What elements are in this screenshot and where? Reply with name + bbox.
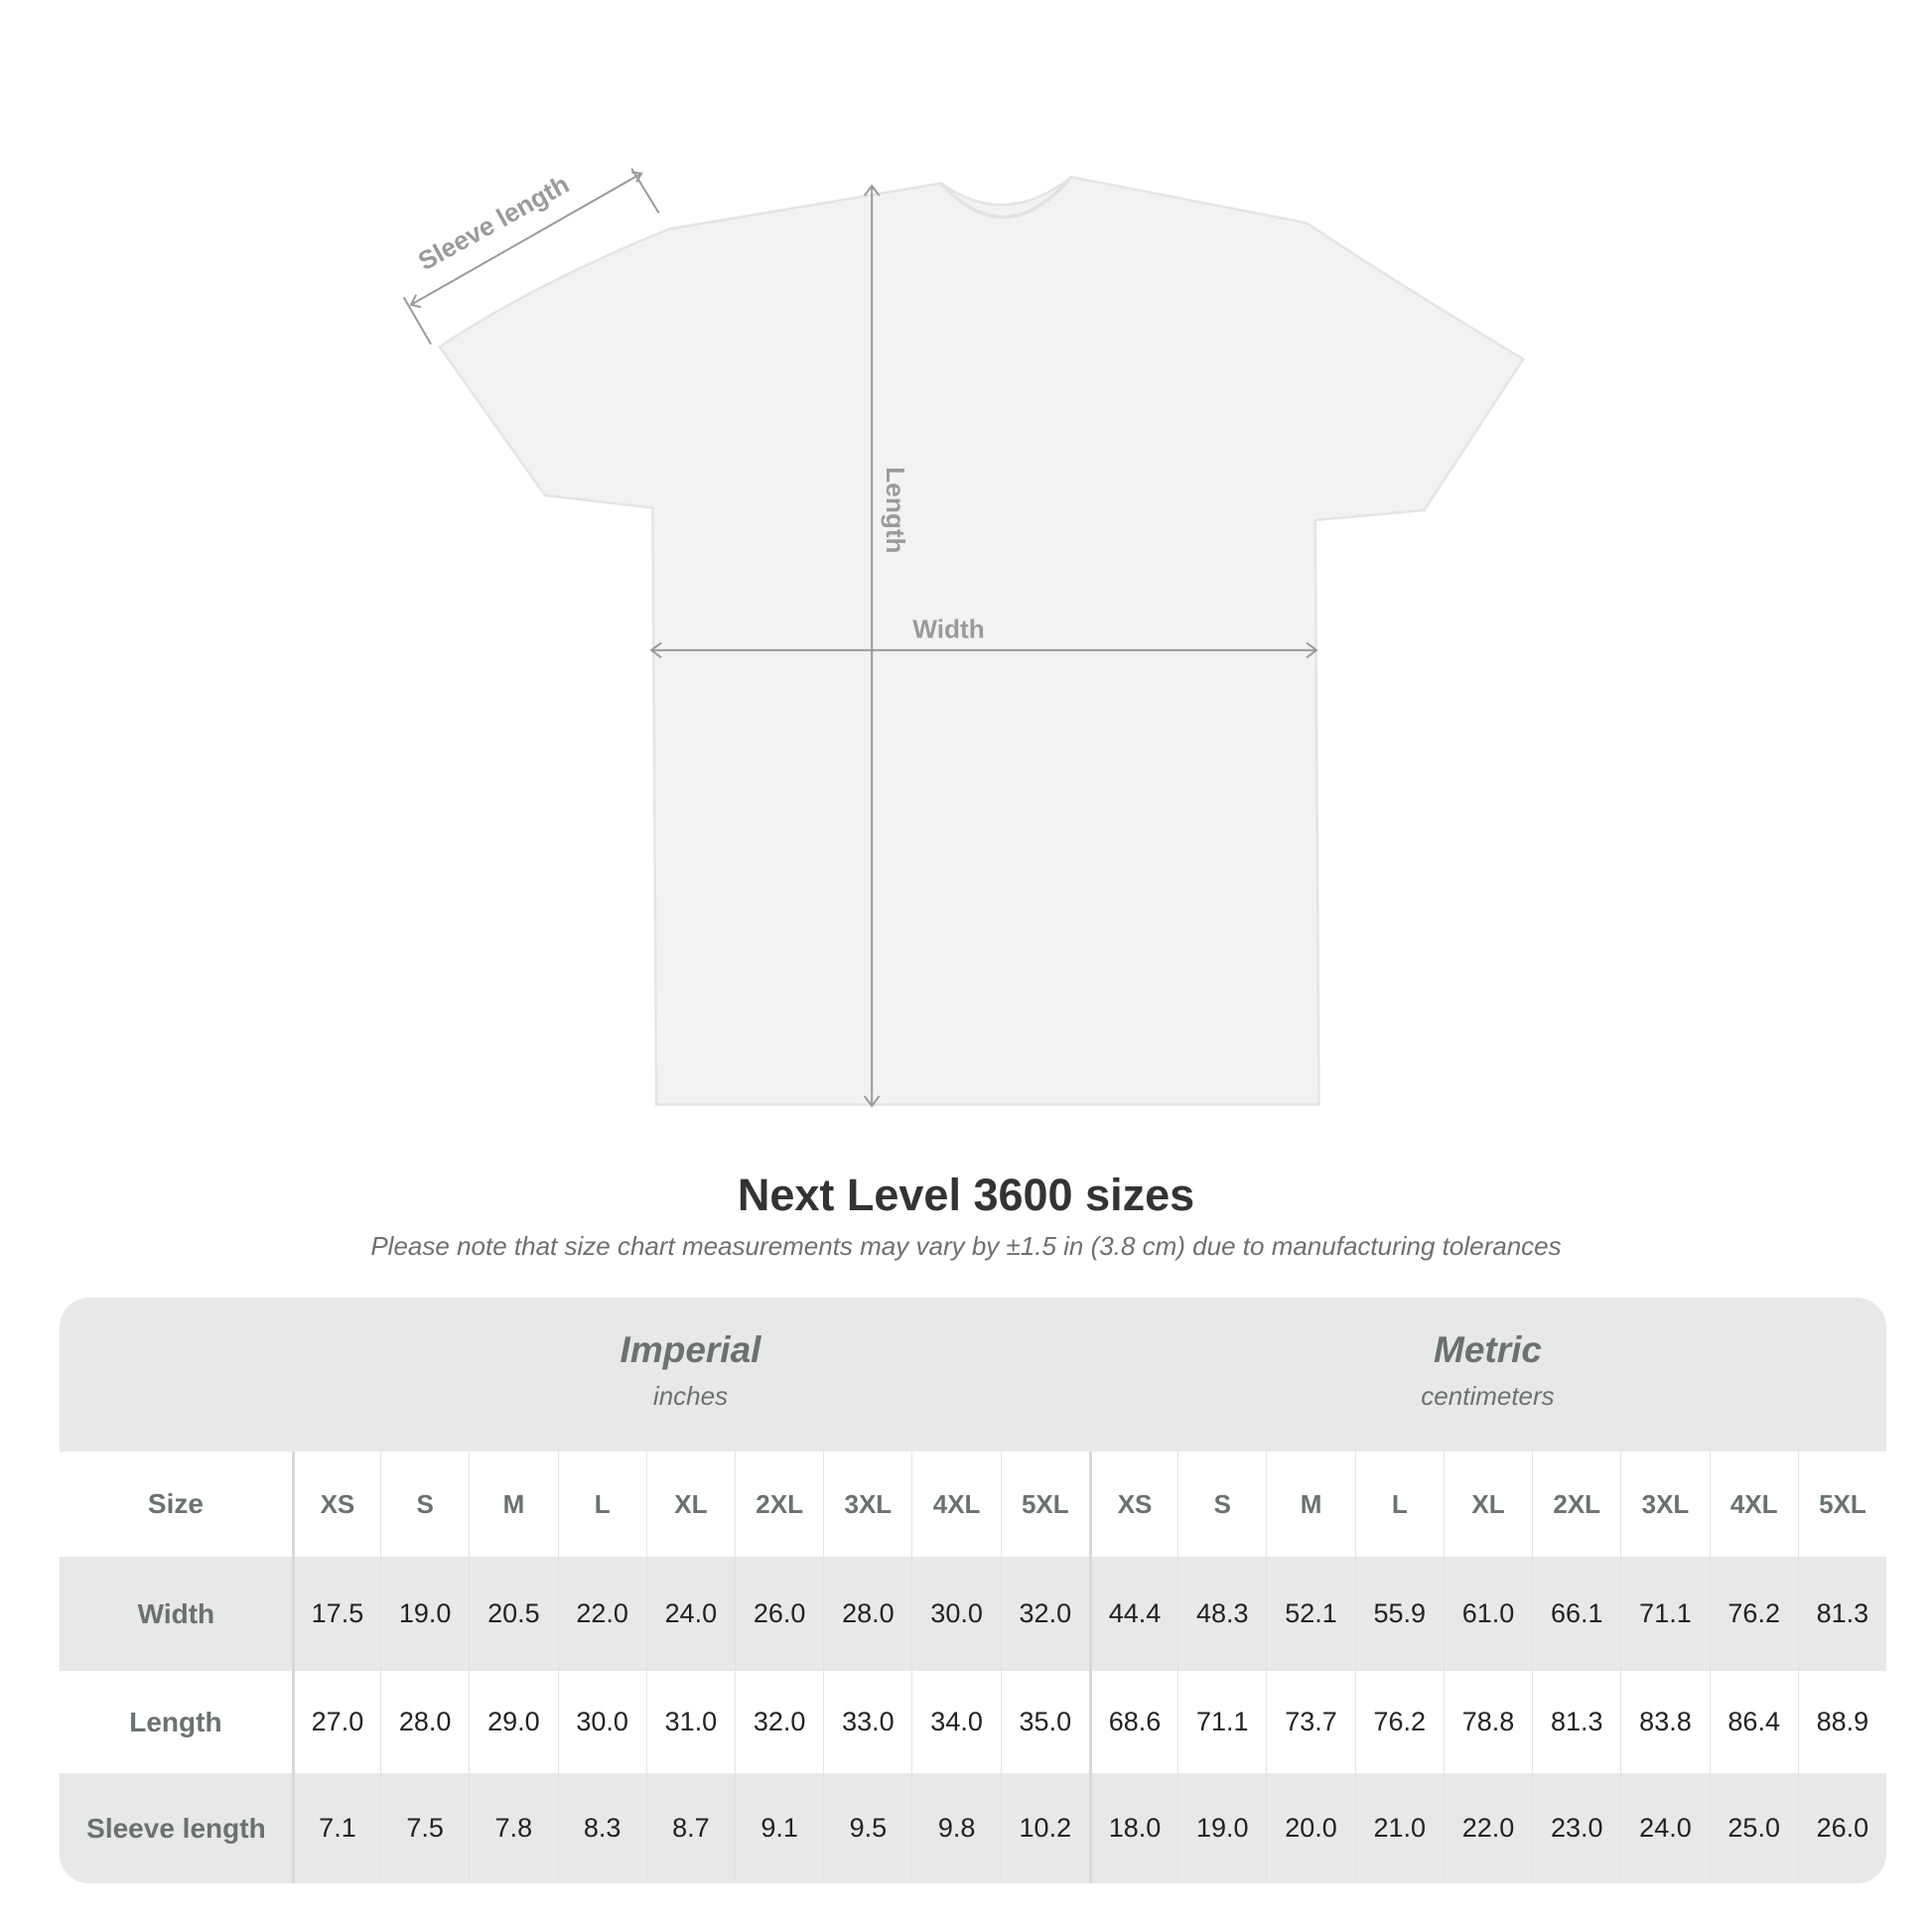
metric-value-cell: 22.0 [1443, 1773, 1532, 1883]
row-label: Length [129, 1706, 222, 1737]
imperial-value-cell: 9.1 [735, 1773, 823, 1883]
metric-size-header: S [1177, 1451, 1266, 1557]
metric-label: Metric [1434, 1329, 1542, 1370]
metric-value-cell: 78.8 [1443, 1671, 1532, 1773]
imperial-value-cell: 7.1 [291, 1773, 380, 1883]
imperial-value-cell: 33.0 [823, 1671, 911, 1773]
imperial-value-cell: 32.0 [1000, 1557, 1089, 1671]
imperial-unit: inches [652, 1381, 729, 1411]
metric-value-cell: 48.3 [1177, 1557, 1266, 1671]
metric-value-cell: 25.0 [1709, 1773, 1798, 1883]
imperial-value-cell: 24.0 [645, 1557, 735, 1671]
imperial-size-header: L [557, 1451, 646, 1557]
metric-value-cell: 76.2 [1709, 1557, 1798, 1671]
page-title: Next Level 3600 sizes [737, 1170, 1195, 1220]
metric-value-cell: 20.0 [1266, 1773, 1354, 1883]
imperial-size-header: M [469, 1451, 557, 1557]
metric-value-cell: 81.3 [1532, 1671, 1620, 1773]
imperial-value-cell: 9.5 [823, 1773, 911, 1883]
metric-value-cell: 52.1 [1266, 1557, 1354, 1671]
metric-unit: centimeters [1421, 1381, 1555, 1411]
sleeve-length-label: Sleeve length [413, 169, 574, 276]
metric-value-cell: 81.3 [1797, 1557, 1886, 1671]
imperial-value-cell: 28.0 [823, 1557, 911, 1671]
imperial-value-cell: 17.5 [291, 1557, 380, 1671]
imperial-value-cell: 7.5 [380, 1773, 469, 1883]
table-row-sleeve-length: Sleeve length 7.1 7.5 7.8 8.3 8.7 9.1 9.5 9.8 10.… [60, 1773, 1886, 1883]
imperial-size-header: XS [291, 1451, 380, 1557]
metric-value-cell: 24.0 [1620, 1773, 1709, 1883]
imperial-value-cell: 32.0 [735, 1671, 823, 1773]
metric-value-cell: 88.9 [1797, 1671, 1886, 1773]
tshirt-measurement-diagram: Sleeve length Length Width [402, 168, 1526, 1108]
metric-value-cell: 71.1 [1620, 1557, 1709, 1671]
metric-value-cell: 83.8 [1620, 1671, 1709, 1773]
imperial-label: Imperial [620, 1329, 761, 1370]
imperial-value-cell: 29.0 [469, 1671, 557, 1773]
size-row: Size XS S M L XL 2XL 3XL 4XL 5XL XS S M L XL 2XL 3XL 4XL 5… [60, 1451, 1886, 1557]
metric-value-cell: 21.0 [1354, 1773, 1444, 1883]
row-label: Size [147, 1488, 204, 1519]
metric-value-cell: 18.0 [1088, 1773, 1177, 1883]
imperial-size-header: S [380, 1451, 469, 1557]
table-row-length: Length 27.0 28.0 29.0 30.0 31.0 32.0 33.0 34.0 35… [60, 1671, 1886, 1773]
imperial-header: Imperial inches [292, 1298, 1089, 1451]
imperial-size-header: 3XL [823, 1451, 911, 1557]
metric-size-header: 5XL [1797, 1451, 1886, 1557]
metric-size-header: M [1266, 1451, 1354, 1557]
imperial-value-cell: 8.3 [557, 1773, 646, 1883]
metric-size-header: 2XL [1532, 1451, 1620, 1557]
imperial-value-cell: 19.0 [380, 1557, 469, 1671]
metric-size-header: XL [1443, 1451, 1532, 1557]
table-row-width: Width 17.5 19.0 20.5 22.0 24.0 26.0 28.0 30.0 32.… [60, 1557, 1886, 1671]
row-label: Sleeve length [60, 1773, 292, 1883]
imperial-value-cell: 8.7 [645, 1773, 735, 1883]
metric-value-cell: 71.1 [1177, 1671, 1266, 1773]
metric-size-header: 4XL [1709, 1451, 1798, 1557]
metric-value-cell: 73.7 [1266, 1671, 1354, 1773]
metric-size-header: L [1354, 1451, 1444, 1557]
imperial-value-cell: 30.0 [557, 1671, 646, 1773]
size-table: Imperial inches Metric centimeters Size X… [60, 1298, 1886, 1883]
sleeve-arrow [410, 172, 642, 306]
row-label: Width [60, 1557, 292, 1671]
imperial-size-header: 5XL [1000, 1451, 1089, 1557]
imperial-value-cell: 28.0 [380, 1671, 469, 1773]
imperial-value-cell: 35.0 [1000, 1671, 1089, 1773]
width-label: Width [912, 614, 984, 643]
imperial-size-header: 2XL [735, 1451, 823, 1557]
metric-value-cell: 44.4 [1088, 1557, 1177, 1671]
tolerance-note: Please note that size chart measurements… [370, 1231, 1562, 1261]
metric-value-cell: 76.2 [1354, 1671, 1444, 1773]
metric-size-header: XS [1088, 1451, 1177, 1557]
metric-size-header: 3XL [1620, 1451, 1709, 1557]
length-label: Length [881, 467, 910, 553]
metric-value-cell: 23.0 [1532, 1773, 1620, 1883]
metric-value-cell: 68.6 [1088, 1671, 1177, 1773]
metric-value-cell: 26.0 [1797, 1773, 1886, 1883]
imperial-value-cell: 30.0 [911, 1557, 1000, 1671]
imperial-value-cell: 27.0 [291, 1671, 380, 1773]
metric-value-cell: 61.0 [1443, 1557, 1532, 1671]
imperial-value-cell: 31.0 [645, 1671, 735, 1773]
imperial-value-cell: 9.8 [911, 1773, 1000, 1883]
imperial-value-cell: 26.0 [735, 1557, 823, 1671]
imperial-value-cell: 34.0 [911, 1671, 1000, 1773]
metric-value-cell: 66.1 [1532, 1557, 1620, 1671]
imperial-value-cell: 20.5 [469, 1557, 557, 1671]
imperial-value-cell: 10.2 [1000, 1773, 1089, 1883]
imperial-value-cell: 7.8 [469, 1773, 557, 1883]
metric-value-cell: 55.9 [1354, 1557, 1444, 1671]
metric-header: Metric centimeters [1089, 1298, 1886, 1451]
tshirt-illustration [438, 176, 1526, 1106]
imperial-size-header: 4XL [911, 1451, 1000, 1557]
metric-value-cell: 86.4 [1709, 1671, 1798, 1773]
imperial-value-cell: 22.0 [557, 1557, 646, 1671]
imperial-size-header: XL [645, 1451, 735, 1557]
metric-value-cell: 19.0 [1177, 1773, 1266, 1883]
